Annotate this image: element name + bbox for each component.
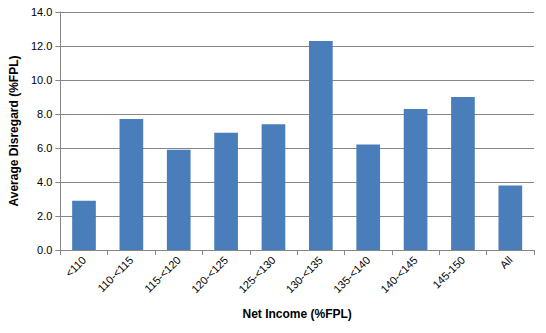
svg-text:135-<140: 135-<140 [331, 254, 373, 296]
svg-text:6.0: 6.0 [37, 142, 52, 154]
svg-text:<110: <110 [63, 254, 88, 279]
svg-text:120-<125: 120-<125 [189, 254, 231, 296]
svg-text:12.0: 12.0 [31, 40, 52, 52]
svg-text:Average Disregard (%FPL): Average Disregard (%FPL) [7, 56, 21, 207]
svg-text:125-<130: 125-<130 [236, 254, 278, 296]
svg-text:8.0: 8.0 [37, 108, 52, 120]
svg-text:All: All [497, 254, 514, 271]
svg-text:110-<115: 110-<115 [95, 254, 135, 294]
svg-text:2.0: 2.0 [37, 210, 52, 222]
svg-text:115-<120: 115-<120 [142, 254, 183, 295]
svg-text:145-150: 145-150 [430, 254, 467, 291]
svg-text:140-<145: 140-<145 [378, 254, 420, 296]
svg-text:130-<135: 130-<135 [284, 254, 326, 296]
svg-text:14.0: 14.0 [31, 6, 52, 18]
svg-text:10.0: 10.0 [31, 74, 52, 86]
svg-text:Net Income (%FPL): Net Income (%FPL) [242, 307, 351, 321]
svg-text:0.0: 0.0 [37, 244, 52, 256]
svg-text:4.0: 4.0 [37, 176, 52, 188]
